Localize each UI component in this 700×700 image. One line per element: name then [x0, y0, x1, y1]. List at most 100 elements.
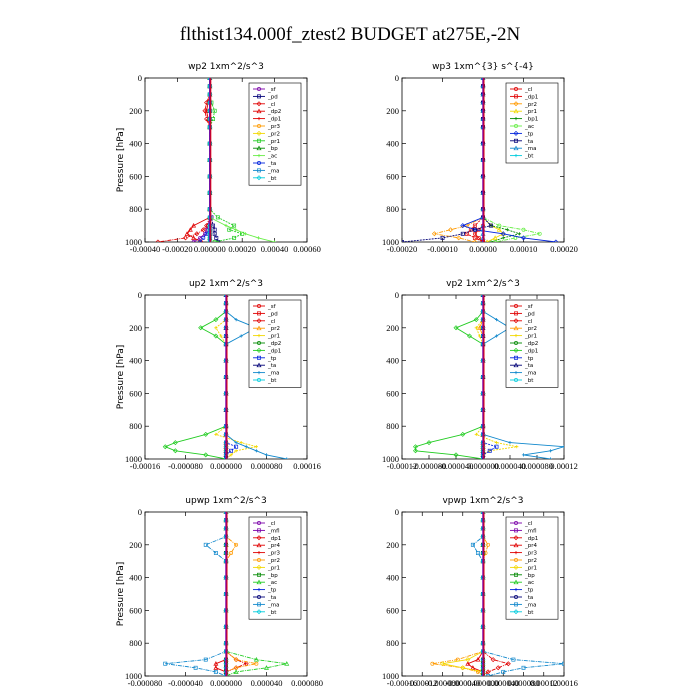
- data-point: [183, 235, 188, 241]
- data-point: [517, 232, 522, 236]
- x-tick-label: 0.00016: [293, 461, 321, 471]
- data-point: [284, 661, 290, 666]
- data-point: [232, 223, 237, 228]
- y-tick-label: 800: [129, 421, 142, 431]
- y-tick-label: 400: [386, 139, 399, 149]
- panels-group: wp2 1xm^2/s^3 Pressure [hPa] 0 200 400 600 800…: [116, 62, 578, 688]
- legend-marker: [256, 564, 262, 570]
- legend-marker: [257, 334, 261, 338]
- legend-marker: [514, 378, 518, 382]
- data-point: [501, 669, 506, 674]
- data-point: [475, 669, 480, 674]
- legend-marker: [514, 551, 518, 555]
- legend-label: _dp2: [267, 109, 281, 115]
- data-point: [453, 325, 459, 331]
- data-point: [234, 318, 238, 322]
- legend-marker: [514, 154, 518, 158]
- data-point: [413, 448, 418, 454]
- legend-label: _pr4: [267, 543, 281, 549]
- data-point: [402, 240, 404, 242]
- x-tick-label: 0.00060: [293, 244, 321, 254]
- data-point: [198, 240, 203, 242]
- series-group: [163, 512, 290, 676]
- data-point: [203, 452, 209, 458]
- legend-label: _ta: [524, 363, 533, 369]
- data-point: [239, 334, 243, 338]
- data-point: [254, 445, 258, 449]
- legend-label: _dp1: [524, 94, 538, 100]
- y-tick-label: 600: [386, 171, 399, 181]
- series-line-dp2: [186, 78, 211, 242]
- legend-label: _pr2: [524, 102, 537, 108]
- data-point: [426, 440, 432, 446]
- data-point: [494, 441, 499, 445]
- legend-marker: [256, 145, 262, 151]
- data-point: [229, 448, 234, 453]
- legend-label: _pr1: [524, 565, 537, 571]
- panel-title: vpwp 1xm^2/s^3: [442, 496, 523, 506]
- data-point: [562, 661, 564, 666]
- y-axis-label: Pressure [hPa]: [116, 345, 126, 410]
- legend-label: _cl: [267, 319, 276, 325]
- legend-marker: [257, 378, 261, 382]
- legend-label: _pr2: [524, 558, 537, 564]
- data-point: [460, 231, 465, 236]
- data-point: [172, 440, 178, 446]
- data-point: [194, 231, 200, 237]
- data-point: [553, 239, 559, 242]
- data-point: [203, 542, 208, 547]
- data-point: [486, 542, 491, 547]
- legend: _cl_dp1 _pr2_pr1 _bp1_ac_tp _ta_ma _bt: [505, 82, 559, 164]
- data-point: [470, 542, 475, 547]
- legend-label: _tp: [524, 356, 534, 362]
- legend-marker: [514, 124, 518, 128]
- legend-label: _ta: [267, 161, 276, 167]
- data-point: [501, 236, 505, 240]
- legend-marker: [257, 94, 261, 99]
- legend-label: _pd: [267, 311, 278, 317]
- legend-label: _bp: [267, 146, 278, 152]
- data-point: [508, 441, 512, 445]
- data-point: [493, 240, 498, 242]
- y-tick-label: 400: [386, 356, 399, 366]
- legend-label: _ma: [524, 602, 536, 608]
- legend-label: _bp: [267, 573, 278, 579]
- legend-label: _sf: [524, 304, 534, 310]
- data-point: [256, 236, 260, 240]
- data-point: [273, 240, 277, 242]
- data-point: [489, 240, 493, 242]
- data-point: [448, 227, 454, 233]
- legend-marker: [256, 347, 262, 353]
- y-tick-label: 0: [138, 73, 142, 83]
- data-point: [254, 449, 258, 453]
- x-tick-label: -0.00020: [162, 244, 192, 254]
- data-point: [496, 227, 502, 232]
- data-point: [163, 661, 168, 666]
- data-point: [214, 326, 218, 330]
- legend-marker: [257, 138, 261, 143]
- legend-label: _pr2: [267, 558, 280, 564]
- y-axis-label: Pressure [hPa]: [116, 562, 126, 627]
- y-tick-label: 200: [129, 106, 142, 116]
- legend-label: _pr2: [524, 326, 537, 332]
- legend-marker: [256, 101, 262, 107]
- data-point: [162, 444, 168, 450]
- legend-marker: [514, 521, 518, 525]
- panel-2: wp3 1xm^{3} s^{-4}02004006008001000-0.00…: [382, 62, 578, 254]
- data-point: [456, 235, 462, 241]
- legend-label: _cl: [524, 319, 533, 325]
- panel-title: up2 1xm^2/s^3: [189, 279, 263, 289]
- legend-label: _cl: [524, 521, 533, 527]
- legend-label: _ac: [267, 154, 277, 160]
- data-point: [213, 551, 218, 555]
- legend-marker: [257, 311, 261, 316]
- data-point: [494, 334, 499, 338]
- y-tick-label: 200: [386, 323, 399, 333]
- legend-label: _bp1: [524, 117, 538, 123]
- legend-label: _bt: [524, 378, 534, 384]
- legend-label: _ma: [524, 146, 536, 152]
- y-tick-label: 600: [386, 388, 399, 398]
- data-point: [485, 669, 491, 675]
- y-tick-label: 1000: [125, 454, 142, 464]
- legend-marker: [257, 602, 261, 607]
